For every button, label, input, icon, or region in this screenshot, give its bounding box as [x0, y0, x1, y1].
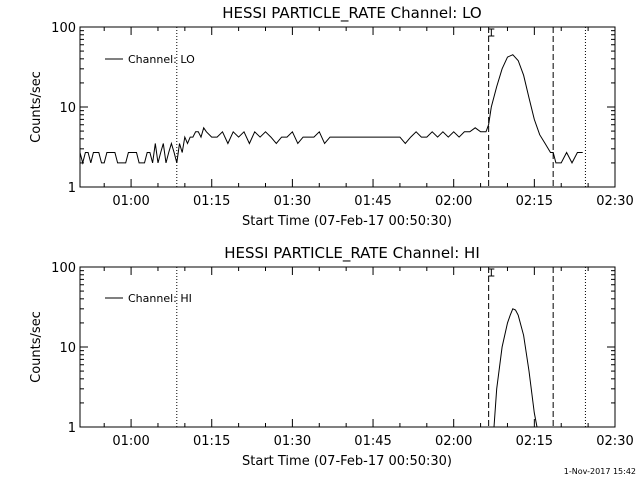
y-tick-label: 1: [68, 181, 76, 196]
x-tick-label: 01:45: [354, 194, 391, 209]
y-tick-label: 10: [59, 341, 76, 356]
series-lines: [79, 54, 583, 165]
x-axis-label: Start Time (07-Feb-17 00:50:30): [242, 214, 452, 229]
y-axis-label: Counts/sec: [29, 71, 44, 143]
timestamp: 1-Nov-2017 15:42: [564, 467, 636, 476]
x-tick-label: 02:00: [435, 434, 472, 449]
x-tick-label: 02:30: [596, 434, 633, 449]
x-tick-label: 01:00: [112, 434, 149, 449]
legend: Channel: LO: [105, 53, 195, 66]
x-tick-label: 01:15: [193, 434, 230, 449]
y-tick-label: 1: [68, 421, 76, 436]
x-tick-label: 01:45: [354, 434, 391, 449]
panel-channel-hi: HESSI PARTICLE_RATE Channel: HI Counts/s…: [29, 244, 634, 469]
legend-label: Channel: LO: [128, 53, 195, 66]
y-tick-label: 10: [59, 101, 76, 116]
x-tick-label: 02:15: [516, 194, 553, 209]
legend-label: Channel: HI: [128, 292, 192, 305]
error-bar-markers: [488, 268, 495, 277]
x-tick-label: 02:15: [516, 434, 553, 449]
chart-title: HESSI PARTICLE_RATE Channel: HI: [224, 244, 480, 263]
y-tick-label: 100: [51, 21, 76, 36]
axis-ticks: 01:00 01:15 01:30 01:45 02:00 02:15 02:30 1 10 10…: [51, 21, 634, 209]
y-tick-label: 100: [51, 261, 76, 276]
legend: Channel: HI: [105, 292, 192, 305]
x-axis-label: Start Time (07-Feb-17 00:50:30): [242, 454, 452, 469]
error-bar-markers: [488, 28, 495, 37]
x-tick-label: 01:00: [112, 194, 149, 209]
series-lines: [493, 308, 538, 428]
chart-title: HESSI PARTICLE_RATE Channel: LO: [222, 4, 481, 23]
x-tick-label: 01:30: [274, 194, 311, 209]
axis-ticks: 01:00 01:15 01:30 01:45 02:00 02:15 02:30 1 10 10…: [51, 261, 634, 449]
x-tick-label: 02:00: [435, 194, 472, 209]
x-tick-label: 01:15: [193, 194, 230, 209]
x-tick-label: 01:30: [274, 434, 311, 449]
series-line: [79, 54, 583, 165]
x-tick-label: 02:30: [596, 194, 633, 209]
y-axis-label: Counts/sec: [29, 311, 44, 383]
panel-channel-lo: HESSI PARTICLE_RATE Channel: LO Counts/s…: [29, 4, 634, 229]
series-line: [493, 308, 538, 428]
